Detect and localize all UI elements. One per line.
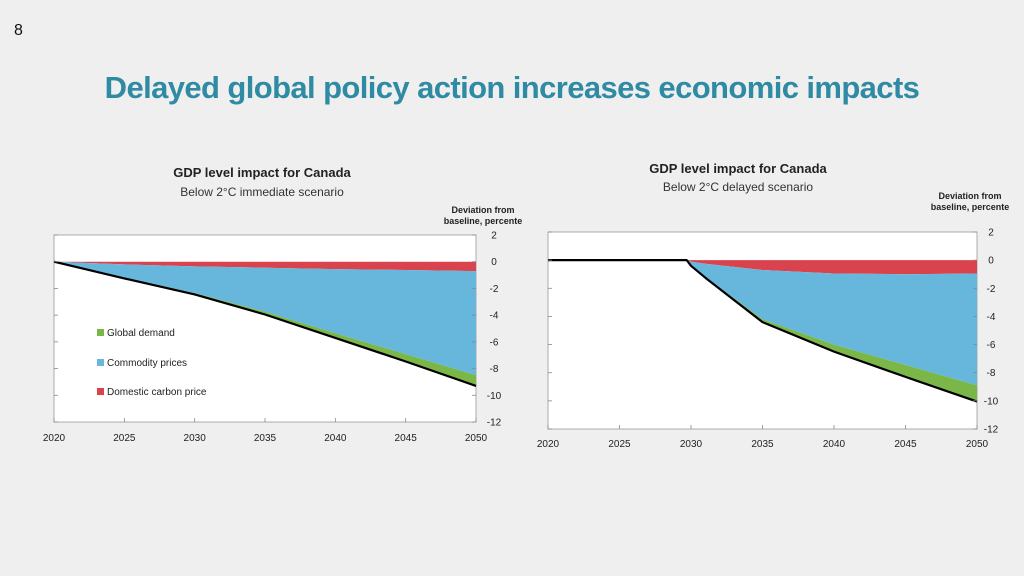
legend-label-global-demand: Global demand (107, 328, 175, 339)
total-impact-line (53, 260, 477, 387)
x-tick-label: 2045 (395, 433, 418, 444)
y-tick-label: -12 (984, 425, 999, 436)
area-commodity-prices (54, 261, 476, 376)
y-tick-label: -2 (490, 284, 499, 295)
x-tick-label: 2030 (680, 439, 703, 450)
y-tick-label: 0 (988, 256, 994, 267)
chart-title: GDP level impact for Canada (649, 161, 827, 176)
y-tick-label: 2 (491, 231, 497, 242)
x-tick-label: 2045 (894, 439, 917, 450)
legend-label-domestic-carbon-price: Domestic carbon price (107, 387, 207, 398)
y-axis-label-line1: Deviation from (938, 191, 1001, 201)
legend-label-commodity-prices: Commodity prices (107, 358, 187, 369)
chart-areas (53, 260, 477, 387)
x-tick-label: 2035 (254, 433, 277, 444)
area-domestic-carbon-price (548, 260, 977, 275)
chart-axes: 2 0 -2 -4 -6 -8 -10 -12 2020 2025 2030 2035 2040 2045… (43, 231, 502, 445)
x-tick-label: 2035 (751, 439, 774, 450)
y-tick-label: -10 (984, 396, 999, 407)
y-tick-label: -8 (490, 364, 499, 375)
y-tick-label: -2 (987, 284, 996, 295)
slide-number: 8 (14, 22, 23, 39)
x-tick-label: 2025 (608, 439, 631, 450)
y-axis-label-line1: Deviation from (451, 205, 514, 215)
x-tick-label: 2040 (324, 433, 347, 444)
y-tick-label: -10 (487, 391, 502, 402)
y-tick-label: -4 (490, 311, 499, 322)
x-tick-label: 2050 (966, 439, 989, 450)
x-tick-label: 2040 (823, 439, 846, 450)
slide-title: Delayed global policy action increases e… (104, 70, 920, 105)
y-tick-label: 0 (491, 257, 497, 268)
chart-areas (548, 259, 978, 403)
y-tick-label: -8 (987, 368, 996, 379)
x-tick-label: 2030 (184, 433, 207, 444)
y-tick-label: -6 (490, 337, 499, 348)
y-tick-label: -4 (987, 312, 996, 323)
y-axis-label-line2: baseline, percente (931, 202, 1010, 212)
legend-swatch-global-demand (97, 329, 104, 336)
x-tick-label: 2020 (537, 439, 560, 450)
legend-swatch-domestic-carbon-price (97, 388, 104, 395)
area-domestic-carbon-price (54, 261, 476, 272)
total-impact-line (548, 259, 978, 403)
chart-title: GDP level impact for Canada (173, 165, 351, 180)
chart-axes: 2 0 -2 -4 -6 -8 -10 -12 2020 2025 2030 2035 2040 2045… (537, 228, 999, 451)
x-tick-label: 2050 (465, 433, 488, 444)
y-tick-label: -6 (987, 340, 996, 351)
chart-subtitle: Below 2°C immediate scenario (180, 185, 344, 199)
y-tick-label: -12 (487, 418, 502, 429)
y-tick-label: 2 (988, 228, 994, 239)
area-commodity-prices (548, 260, 977, 386)
y-axis-label-line2: baseline, percente (444, 216, 523, 226)
x-tick-label: 2025 (113, 433, 136, 444)
x-tick-label: 2020 (43, 433, 66, 444)
legend-swatch-commodity-prices (97, 359, 104, 366)
chart-legend: Global demand Commodity prices Domestic … (97, 328, 207, 398)
chart-subtitle: Below 2°C delayed scenario (663, 180, 814, 194)
